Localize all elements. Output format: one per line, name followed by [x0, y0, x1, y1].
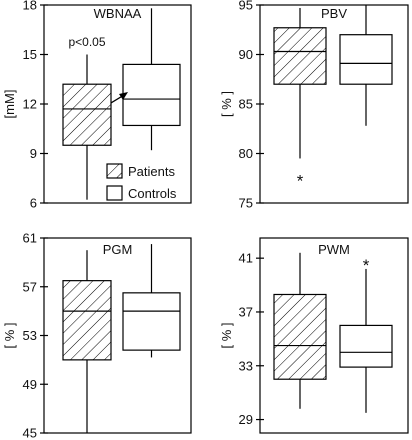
box-controls	[122, 244, 181, 358]
y-tick-label: 9	[30, 146, 37, 161]
y-tick-label: 37	[239, 304, 253, 319]
p-value-annotation: p<0.05	[68, 35, 105, 49]
y-tick-label: 57	[23, 279, 37, 294]
box-iqr	[273, 27, 327, 85]
y-tick-label: 45	[23, 426, 37, 440]
y-axis-label: [mM]	[2, 90, 17, 119]
box-patients	[273, 252, 327, 409]
box-controls: *	[339, 256, 393, 413]
box-iqr	[62, 280, 112, 361]
comparison-arrow-head	[119, 92, 128, 101]
box-iqr	[339, 324, 393, 368]
y-tick-label: 15	[23, 47, 37, 62]
y-tick-label: 90	[239, 47, 253, 62]
outlier-marker: *	[363, 256, 370, 275]
y-axis-label: [ % ]	[219, 91, 234, 117]
chart-panel-pbv: PBV [ % ] 75 80 85 90 95 *	[219, 0, 409, 211]
y-tick-label: 6	[30, 196, 37, 211]
y-tick-label: 41	[239, 251, 253, 266]
legend-label: Patients	[128, 164, 175, 179]
legend-swatch	[106, 185, 123, 201]
box-iqr	[122, 63, 181, 127]
y-tick-label: 33	[239, 358, 253, 373]
y-tick-label: 75	[239, 196, 253, 211]
box-controls	[339, 5, 393, 126]
y-tick-label: 18	[23, 0, 37, 13]
chart-title: PBV	[321, 6, 347, 21]
box-iqr	[62, 83, 112, 146]
chart-title: WBNAA	[94, 6, 142, 21]
y-axis-label: [ % ]	[2, 322, 17, 348]
box-patients	[62, 54, 112, 200]
chart-title: PWM	[318, 242, 350, 257]
y-tick-label: 29	[239, 412, 253, 427]
y-axis-label: [ % ]	[219, 322, 234, 348]
legend-swatch	[106, 163, 123, 179]
y-tick-label: 53	[23, 328, 37, 343]
y-tick-label: 49	[23, 377, 37, 392]
box-iqr	[273, 293, 327, 380]
legend-label: Controls	[128, 186, 177, 201]
y-tick-label: 85	[239, 97, 253, 112]
y-tick-label: 12	[23, 97, 37, 112]
chart-panel-pwm: PWM [ % ] 29 33 37 41 *	[219, 237, 409, 434]
chart-panel-wbnaa: WBNAA [mM] 6 9 12 15 18 p<0.05 Patients Controls	[2, 0, 192, 211]
box-iqr	[122, 292, 181, 351]
box-iqr	[339, 34, 393, 85]
box-controls	[122, 8, 181, 151]
box-patients	[62, 250, 112, 433]
box-patients: *	[273, 7, 327, 190]
plot-frame	[259, 237, 409, 434]
chart-panel-pgm: PGM [ % ] 45 49 53 57 61	[2, 231, 192, 440]
y-tick-label: 61	[23, 231, 37, 246]
legend: Patients Controls	[106, 163, 177, 201]
y-tick-label: 95	[239, 0, 253, 13]
chart-title: PGM	[103, 242, 133, 257]
outlier-marker: *	[297, 171, 304, 190]
y-tick-label: 80	[239, 146, 253, 161]
